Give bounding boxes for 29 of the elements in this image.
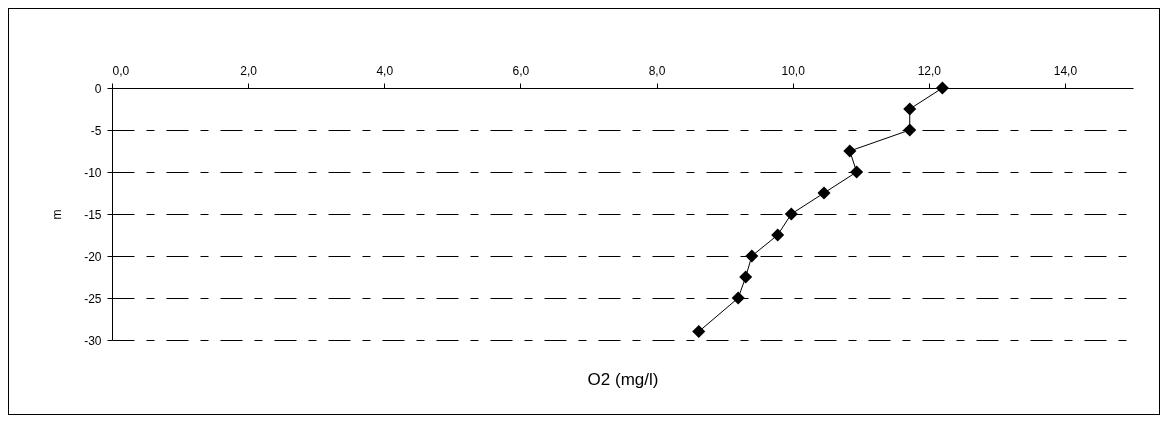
point [935,81,949,95]
point [771,228,785,242]
point [692,325,706,339]
x-tick-label: 4,0 [376,63,394,78]
y-tick-label: -20 [84,249,102,264]
point [903,102,917,116]
point [903,123,917,137]
point [850,165,864,179]
x-tick-label: 12,0 [917,63,942,78]
y-tick-label: -30 [84,333,102,348]
x-tick-label: 10,0 [781,63,806,78]
x-tick-label: 2,0 [240,63,258,78]
y-tick-label: 0 [94,81,102,96]
x-axis-title: O2 (mg/l) [587,369,659,389]
y-axis-title: m [50,209,65,220]
x-tick-label: 14,0 [1053,63,1078,78]
point [739,270,753,284]
point [843,144,857,158]
point [731,291,745,305]
y-tick-label: -25 [84,291,102,306]
point [817,186,831,200]
y-tick-label: -15 [84,207,102,222]
point [784,207,798,221]
y-tick-label: -10 [84,165,102,180]
x-tick-label: 8,0 [648,63,666,78]
point [745,249,759,263]
x-tick-label: 0,0 [112,63,130,78]
y-tick-label: -5 [90,123,102,138]
x-tick-label: 6,0 [512,63,530,78]
